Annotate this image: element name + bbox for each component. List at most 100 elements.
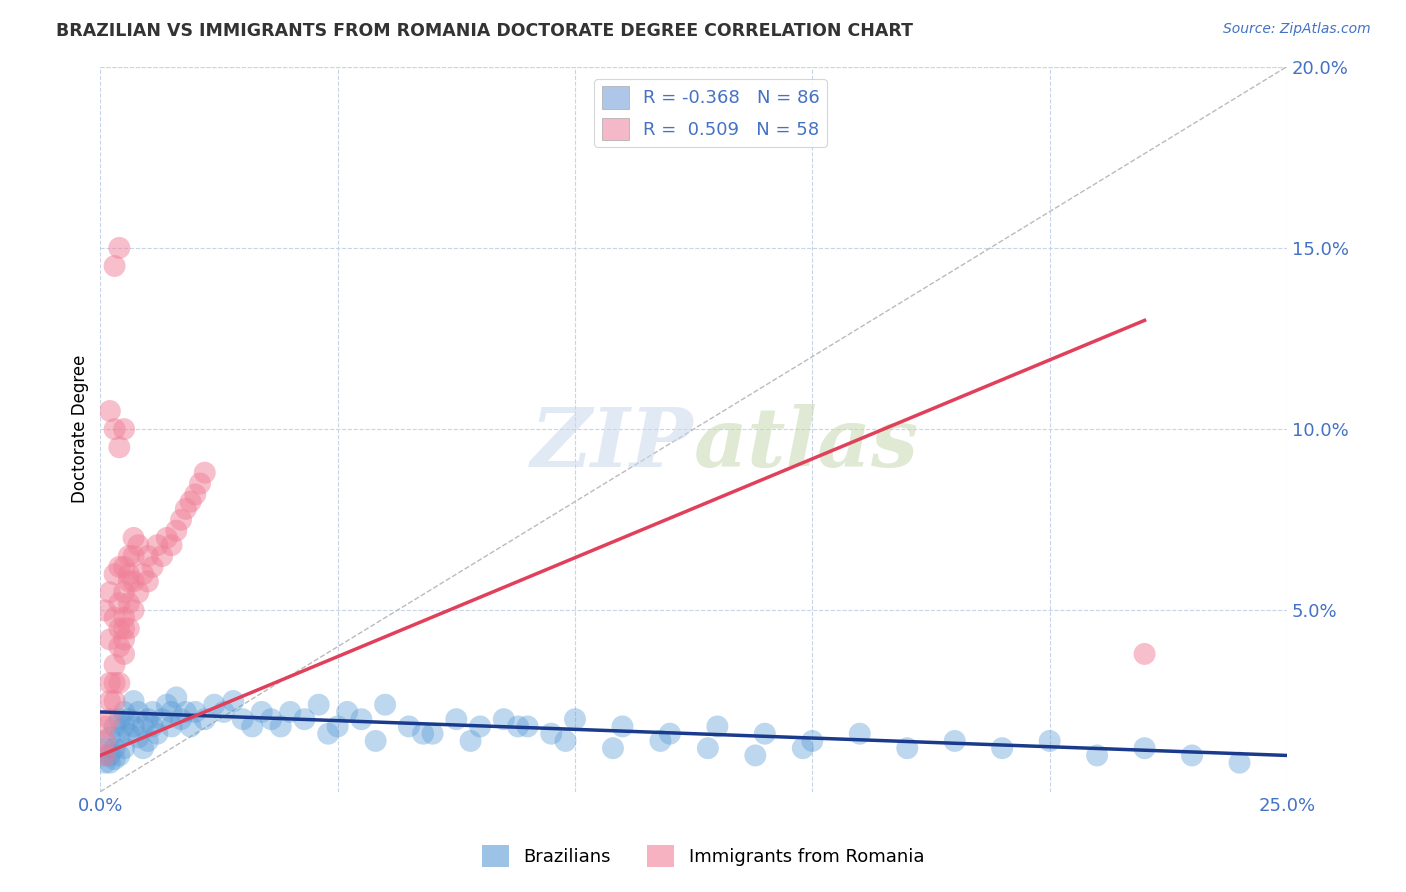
- Point: [122, 694, 145, 708]
- Point: [336, 705, 359, 719]
- Point: [94, 748, 117, 763]
- Point: [108, 748, 131, 763]
- Point: [184, 487, 207, 501]
- Point: [165, 690, 187, 705]
- Point: [112, 560, 135, 574]
- Point: [108, 241, 131, 255]
- Point: [156, 531, 179, 545]
- Point: [112, 622, 135, 636]
- Point: [104, 259, 127, 273]
- Point: [1229, 756, 1251, 770]
- Point: [118, 622, 141, 636]
- Point: [991, 741, 1014, 756]
- Point: [278, 705, 301, 719]
- Point: [696, 741, 718, 756]
- Point: [136, 574, 159, 589]
- Point: [108, 596, 131, 610]
- Point: [602, 741, 624, 756]
- Point: [506, 719, 529, 733]
- Point: [308, 698, 330, 712]
- Point: [174, 705, 197, 719]
- Point: [516, 719, 538, 733]
- Point: [1133, 647, 1156, 661]
- Point: [170, 513, 193, 527]
- Point: [188, 476, 211, 491]
- Point: [98, 694, 121, 708]
- Point: [316, 727, 339, 741]
- Point: [468, 719, 491, 733]
- Point: [132, 741, 155, 756]
- Point: [612, 719, 634, 733]
- Point: [127, 538, 149, 552]
- Point: [1133, 741, 1156, 756]
- Point: [98, 632, 121, 647]
- Point: [112, 610, 135, 624]
- Point: [122, 531, 145, 545]
- Point: [118, 727, 141, 741]
- Legend: Brazilians, Immigrants from Romania: Brazilians, Immigrants from Romania: [475, 838, 931, 874]
- Point: [118, 596, 141, 610]
- Point: [374, 698, 396, 712]
- Point: [94, 756, 117, 770]
- Point: [98, 676, 121, 690]
- Point: [446, 712, 468, 726]
- Point: [260, 712, 283, 726]
- Point: [540, 727, 562, 741]
- Point: [232, 712, 254, 726]
- Point: [104, 752, 127, 766]
- Point: [422, 727, 444, 741]
- Point: [104, 741, 127, 756]
- Point: [744, 748, 766, 763]
- Point: [94, 734, 117, 748]
- Point: [801, 734, 824, 748]
- Point: [170, 712, 193, 726]
- Point: [658, 727, 681, 741]
- Point: [98, 712, 121, 726]
- Point: [112, 705, 135, 719]
- Point: [792, 741, 814, 756]
- Point: [364, 734, 387, 748]
- Text: Source: ZipAtlas.com: Source: ZipAtlas.com: [1223, 22, 1371, 37]
- Point: [104, 694, 127, 708]
- Point: [554, 734, 576, 748]
- Point: [184, 705, 207, 719]
- Point: [104, 610, 127, 624]
- Point: [118, 574, 141, 589]
- Point: [98, 404, 121, 418]
- Point: [1085, 748, 1108, 763]
- Point: [240, 719, 263, 733]
- Point: [160, 538, 183, 552]
- Point: [136, 734, 159, 748]
- Point: [122, 549, 145, 563]
- Point: [112, 422, 135, 436]
- Legend: R = -0.368   N = 86, R =  0.509   N = 58: R = -0.368 N = 86, R = 0.509 N = 58: [595, 79, 827, 147]
- Point: [118, 712, 141, 726]
- Point: [180, 719, 202, 733]
- Point: [165, 524, 187, 538]
- Point: [650, 734, 672, 748]
- Point: [212, 705, 235, 719]
- Point: [412, 727, 434, 741]
- Point: [132, 567, 155, 582]
- Point: [127, 731, 149, 745]
- Point: [150, 549, 173, 563]
- Point: [112, 647, 135, 661]
- Point: [146, 538, 169, 552]
- Point: [754, 727, 776, 741]
- Point: [112, 632, 135, 647]
- Point: [250, 705, 273, 719]
- Point: [104, 657, 127, 672]
- Text: atlas: atlas: [693, 404, 918, 483]
- Point: [112, 719, 135, 733]
- Point: [150, 712, 173, 726]
- Point: [98, 585, 121, 599]
- Point: [460, 734, 482, 748]
- Point: [1039, 734, 1062, 748]
- Point: [142, 705, 165, 719]
- Point: [326, 719, 349, 733]
- Point: [350, 712, 373, 726]
- Point: [104, 676, 127, 690]
- Point: [104, 567, 127, 582]
- Point: [294, 712, 316, 726]
- Point: [127, 705, 149, 719]
